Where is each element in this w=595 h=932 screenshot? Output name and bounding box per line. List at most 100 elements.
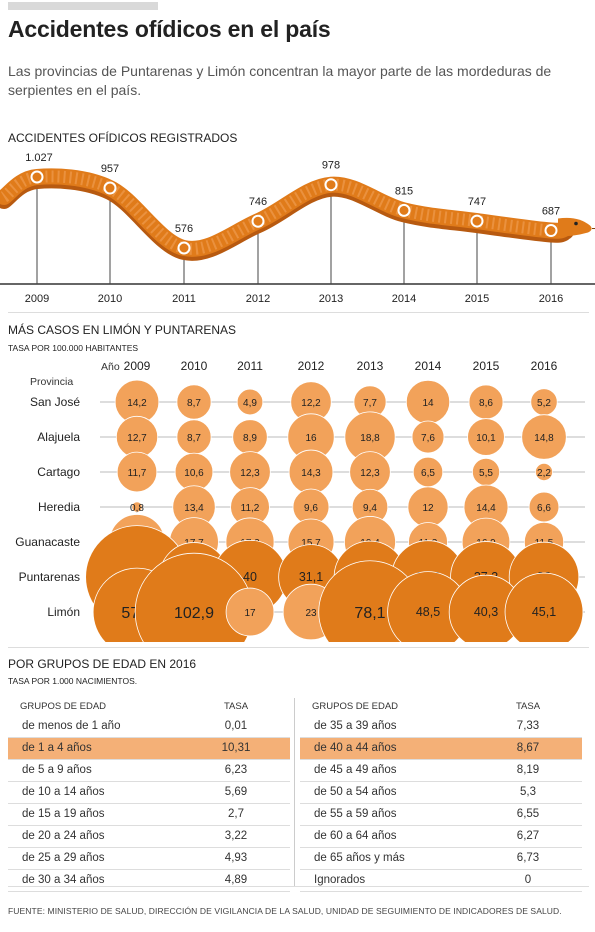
rate-value-label: 12,2 — [301, 398, 321, 409]
rate-value-label: 8,7 — [187, 398, 201, 409]
table-row: Ignorados 0 — [300, 870, 582, 892]
age-group-cell: de 20 a 24 años — [22, 830, 105, 842]
snake-body — [0, 168, 574, 257]
rate-bubble — [116, 451, 158, 493]
rate-bubble — [236, 388, 264, 416]
year-axis-label: Año — [101, 361, 120, 373]
snake-line-chart: 1.027 2009 957 2010 576 2011 746 2012 978 2013 815… — [0, 152, 595, 305]
year-tick-label: 2010 — [98, 293, 122, 305]
table-row: de 40 a 44 años 8,67 — [300, 738, 582, 760]
rate-value-label: 102,9 — [174, 605, 214, 622]
rate-value-label: 5,2 — [537, 398, 551, 409]
rate-cell: 10,31 — [221, 742, 251, 754]
rate-value-label: 9,4 — [363, 503, 377, 514]
table-row: de 65 años y más 6,73 — [300, 848, 582, 870]
value-label: 957 — [101, 163, 119, 175]
table-row: de 55 a 59 años 6,55 — [300, 804, 582, 826]
rate-bubble — [534, 462, 554, 482]
section-title-age: POR GRUPOS DE EDAD EN 2016 — [8, 657, 197, 671]
rate-value-label: 9,6 — [304, 503, 318, 514]
column-header-rate: TASA — [515, 701, 541, 712]
value-label: 978 — [322, 160, 340, 172]
rate-bubble — [528, 491, 560, 523]
year-tick-label: 2016 — [539, 293, 563, 305]
data-point-marker — [324, 178, 338, 192]
rate-value-label: 10,1 — [476, 433, 496, 444]
province-label: Cartago — [37, 465, 80, 479]
age-group-cell: de 10 a 14 años — [22, 786, 105, 798]
age-group-cell: de 25 a 29 años — [22, 852, 105, 864]
year-column-label: 2013 — [357, 359, 384, 373]
rate-value-label: 12,3 — [240, 468, 260, 479]
rate-value-label: 14,8 — [534, 433, 554, 444]
age-group-cell: de 1 a 4 años — [22, 742, 92, 754]
rate-bubble — [521, 414, 567, 460]
province-label: San José — [30, 395, 80, 409]
province-axis-label: Provincia — [30, 376, 73, 388]
year-column-label: 2011 — [237, 359, 263, 373]
data-point-marker — [397, 203, 411, 217]
table-row: de 20 a 24 años 3,22 — [8, 826, 290, 848]
page-title: Accidentes ofídicos en el país — [8, 16, 331, 42]
age-rate-table: GRUPOS DE EDAD TASA de menos de 1 año 0,01 d… — [8, 698, 589, 892]
year-column-label: 2016 — [531, 359, 558, 373]
year-tick-label: 2013 — [319, 293, 343, 305]
rate-cell: 4,93 — [224, 852, 248, 864]
data-point-marker — [251, 214, 265, 228]
rate-value-label: 6,6 — [537, 503, 551, 514]
year-column-label: 2009 — [124, 359, 151, 373]
rate-value-label: 10,6 — [184, 468, 204, 479]
source-note: FUENTE: MINISTERIO DE SALUD, DIRECCIÓN D… — [8, 906, 562, 916]
province-label: Guanacaste — [15, 535, 80, 549]
table-row: de 45 a 49 años 8,19 — [300, 760, 582, 782]
rate-value-label: 5,5 — [479, 468, 493, 479]
rate-value-label: 8,7 — [187, 433, 201, 444]
value-label: 746 — [249, 196, 267, 208]
table-row: de 30 a 34 años 4,89 — [8, 870, 290, 892]
year-tick-label: 2015 — [465, 293, 489, 305]
rate-bubble — [131, 501, 143, 513]
data-point-marker — [177, 241, 191, 255]
rate-value-label: 16 — [305, 433, 317, 444]
year-tick-label: 2012 — [246, 293, 270, 305]
rate-value-label: 17 — [244, 608, 256, 619]
year-column-label: 2014 — [415, 359, 442, 373]
rate-cell: 0,01 — [224, 720, 248, 732]
rate-bubble — [225, 587, 275, 637]
data-point-marker — [544, 224, 558, 238]
province-bubble-chart: Año 2009 2010 2011 2012 2013 2014 2015 2016 Provi… — [15, 359, 585, 642]
year-tick-label: 2011 — [172, 293, 196, 305]
rate-value-label: 15,7 — [301, 538, 321, 549]
rate-cell: 2,7 — [228, 808, 244, 820]
decorative-top-bar — [8, 2, 158, 10]
rate-value-label: 14,3 — [301, 468, 321, 479]
rate-cell: 8,67 — [516, 742, 540, 754]
year-column-label: 2012 — [298, 359, 325, 373]
rate-value-label: 12 — [422, 503, 434, 514]
rate-value-label: 8,9 — [243, 433, 257, 444]
rate-cell: 6,55 — [516, 808, 540, 820]
data-point-marker — [470, 214, 484, 228]
rate-value-label: 11,7 — [128, 468, 147, 479]
age-group-cell: de 5 a 9 años — [22, 764, 92, 776]
rate-value-label: 23 — [305, 608, 317, 619]
rate-value-label: 4,9 — [243, 398, 257, 409]
year-column-label: 2010 — [181, 359, 208, 373]
age-group-cell: de 15 a 19 años — [22, 808, 105, 820]
age-group-cell: de 55 a 59 años — [314, 808, 397, 820]
rate-cell: 5,3 — [520, 786, 536, 798]
rate-value-label: 18,8 — [360, 433, 380, 444]
rate-value-label: 13,4 — [184, 503, 204, 514]
snake-head — [558, 217, 592, 237]
table-row: de 35 a 39 años 7,33 — [300, 716, 582, 738]
rate-bubble — [467, 418, 505, 456]
rate-value-label: 0,8 — [130, 503, 144, 514]
divider — [8, 312, 589, 313]
column-header-group: GRUPOS DE EDAD — [20, 701, 107, 712]
rate-bubble — [411, 420, 445, 454]
rate-cell: 3,22 — [224, 830, 248, 842]
rate-value-label: 31,1 — [299, 570, 323, 584]
province-label: Puntarenas — [19, 570, 80, 584]
age-table-right-column: GRUPOS DE EDAD TASA de 35 a 39 años 7,33 de … — [300, 698, 582, 892]
age-group-cell: de 65 años y más — [314, 852, 405, 864]
